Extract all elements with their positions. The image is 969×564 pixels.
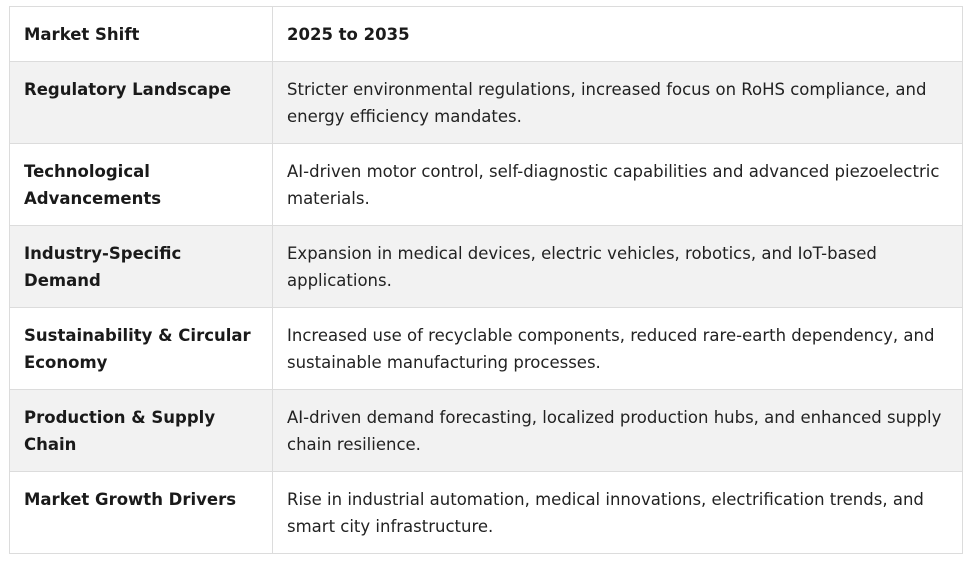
- table-row: Sustainability & Circular Economy Increa…: [9, 307, 963, 390]
- market-shift-table: Market Shift 2025 to 2035 Regulatory Lan…: [9, 6, 963, 554]
- row-value: Rise in industrial automation, medical i…: [272, 471, 963, 554]
- row-label: Market Growth Drivers: [9, 471, 273, 554]
- row-value: AI-driven motor control, self-diagnostic…: [272, 143, 963, 226]
- row-value: Increased use of recyclable components, …: [272, 307, 963, 390]
- row-label: Technological Advancements: [9, 143, 273, 226]
- market-shift-table-container: Market Shift 2025 to 2035 Regulatory Lan…: [9, 6, 963, 554]
- row-label: Regulatory Landscape: [9, 61, 273, 144]
- table-header-row: Market Shift 2025 to 2035: [9, 6, 963, 62]
- row-value: Stricter environmental regulations, incr…: [272, 61, 963, 144]
- row-label: Sustainability & Circular Economy: [9, 307, 273, 390]
- row-value: AI-driven demand forecasting, localized …: [272, 389, 963, 472]
- table-row: Technological Advancements AI-driven mot…: [9, 143, 963, 226]
- table-row: Industry-Specific Demand Expansion in me…: [9, 225, 963, 308]
- column-header-market-shift: Market Shift: [9, 6, 273, 62]
- row-label: Industry-Specific Demand: [9, 225, 273, 308]
- row-label: Production & Supply Chain: [9, 389, 273, 472]
- column-header-period: 2025 to 2035: [272, 6, 963, 62]
- table-row: Market Growth Drivers Rise in industrial…: [9, 471, 963, 554]
- row-value: Expansion in medical devices, electric v…: [272, 225, 963, 308]
- table-row: Production & Supply Chain AI-driven dema…: [9, 389, 963, 472]
- table-row: Regulatory Landscape Stricter environmen…: [9, 61, 963, 144]
